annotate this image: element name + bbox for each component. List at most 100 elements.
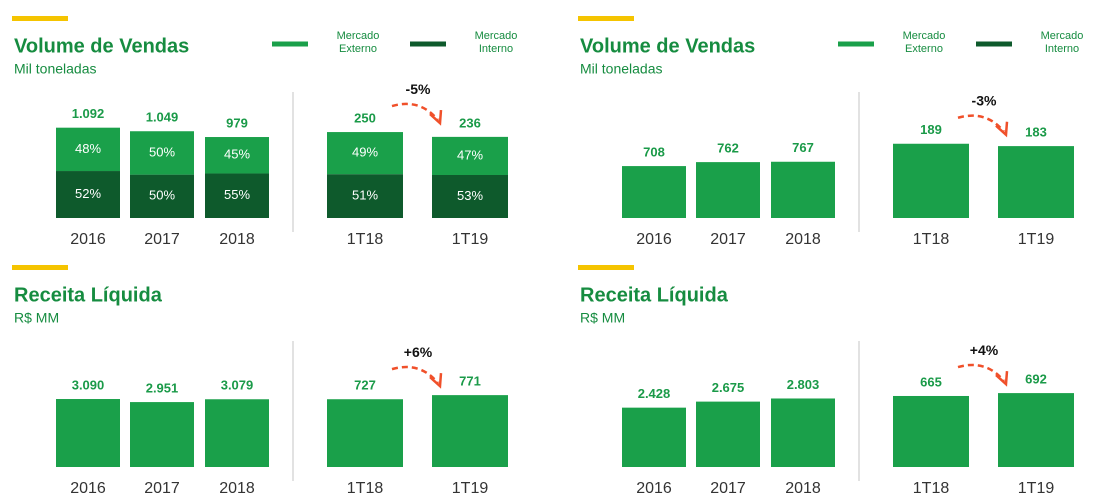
value-label: 236	[459, 115, 481, 130]
bar	[771, 398, 835, 467]
segment-label: 51%	[352, 188, 378, 203]
chart-panel: Volume de Vendas Mil toneladas Mercado Exte…	[12, 16, 517, 248]
segment-label: 50%	[149, 188, 175, 203]
bar-segment	[327, 132, 403, 175]
bar	[893, 395, 969, 467]
bar	[432, 395, 508, 467]
value-label: 2.951	[146, 381, 179, 396]
bar-segment	[432, 175, 508, 218]
bar	[622, 407, 686, 467]
bar-segment	[327, 174, 403, 218]
change-label: -3%	[972, 92, 997, 108]
x-tick-label: 2016	[636, 480, 672, 497]
x-tick-label: 2016	[636, 231, 672, 248]
change-arrow	[957, 363, 1005, 382]
change-label: -5%	[406, 81, 431, 97]
bar	[998, 146, 1074, 218]
value-label: 708	[643, 145, 665, 160]
chart-panel: Receita Líquida R$ MM 3.090 2016 2.951 2017 3.…	[12, 265, 508, 497]
bar	[893, 143, 969, 218]
chart-title: Receita Líquida	[580, 284, 729, 306]
bar-segment	[432, 136, 508, 176]
x-tick-label: 1T19	[1018, 231, 1055, 248]
value-label: 727	[354, 378, 376, 393]
bar	[998, 393, 1074, 467]
value-label: 762	[717, 141, 739, 156]
chart-panel: Volume de Vendas Mil toneladas Mercado Exte…	[578, 16, 1083, 248]
bar-segment	[205, 137, 269, 174]
chart-panel: Receita Líquida R$ MM 2.428 2016 2.675 2017 2.…	[578, 265, 1074, 497]
chart-subtitle: Mil toneladas	[580, 61, 663, 77]
x-tick-label: 2018	[785, 231, 821, 248]
arrow-head	[995, 121, 1009, 138]
x-tick-label: 2017	[710, 480, 746, 497]
value-label: 183	[1025, 125, 1047, 140]
value-label: 3.079	[221, 378, 254, 393]
accent-bar	[578, 265, 634, 270]
x-tick-label: 2018	[219, 231, 255, 248]
value-label: 189	[920, 122, 942, 137]
x-tick-label: 1T19	[452, 480, 489, 497]
bar	[771, 161, 835, 218]
value-label: 771	[459, 374, 481, 389]
chart-title: Receita Líquida	[14, 284, 163, 306]
x-tick-label: 2016	[70, 231, 106, 248]
x-tick-label: 1T19	[452, 231, 489, 248]
value-label: 1.092	[72, 106, 105, 121]
accent-bar	[12, 16, 68, 21]
x-tick-label: 2017	[710, 231, 746, 248]
bar	[622, 166, 686, 218]
x-tick-label: 2017	[144, 480, 180, 497]
bar	[205, 399, 269, 467]
segment-label: 47%	[457, 147, 483, 162]
value-label: 1.049	[146, 110, 179, 125]
arrow-head	[429, 373, 443, 389]
x-tick-label: 2018	[785, 480, 821, 497]
legend-label: Mercado Externo	[903, 30, 946, 55]
chart-subtitle: R$ MM	[580, 310, 625, 326]
chart-subtitle: R$ MM	[14, 310, 59, 326]
segment-label: 45%	[224, 147, 250, 162]
bar-segment	[56, 171, 120, 218]
segment-label: 49%	[352, 145, 378, 160]
bar-segment	[205, 173, 269, 218]
chart-title: Volume de Vendas	[580, 35, 755, 57]
x-tick-label: 1T19	[1018, 480, 1055, 497]
x-tick-label: 1T18	[347, 480, 384, 497]
bar	[696, 401, 760, 467]
x-tick-label: 1T18	[913, 480, 950, 497]
segment-label: 53%	[457, 188, 483, 203]
bar-segment	[56, 127, 120, 172]
accent-bar	[12, 265, 68, 270]
legend-label: Mercado Externo	[337, 30, 380, 55]
chart-title: Volume de Vendas	[14, 35, 189, 57]
x-tick-label: 2017	[144, 231, 180, 248]
x-tick-label: 2018	[219, 480, 255, 497]
value-label: 2.803	[787, 377, 820, 392]
change-arrow	[391, 365, 439, 384]
legend-label: Mercado Interno	[1041, 30, 1084, 55]
bar	[696, 162, 760, 218]
value-label: 767	[792, 140, 814, 155]
arrow-head	[429, 109, 443, 126]
value-label: 692	[1025, 372, 1047, 387]
change-label: +4%	[970, 342, 999, 358]
segment-label: 50%	[149, 144, 175, 159]
change-label: +6%	[404, 344, 433, 360]
value-label: 3.090	[72, 377, 105, 392]
value-label: 2.428	[638, 386, 671, 401]
value-label: 250	[354, 111, 376, 126]
x-tick-label: 1T18	[347, 231, 384, 248]
change-arrow	[957, 114, 1005, 133]
segment-label: 55%	[224, 187, 250, 202]
value-label: 979	[226, 115, 248, 130]
bar	[327, 399, 403, 467]
accent-bar	[578, 16, 634, 21]
chart-subtitle: Mil toneladas	[14, 61, 97, 77]
change-arrow	[391, 102, 439, 121]
value-label: 665	[920, 374, 942, 389]
segment-label: 52%	[75, 186, 101, 201]
bar-segment	[130, 131, 194, 175]
legend-label: Mercado Interno	[475, 30, 518, 55]
